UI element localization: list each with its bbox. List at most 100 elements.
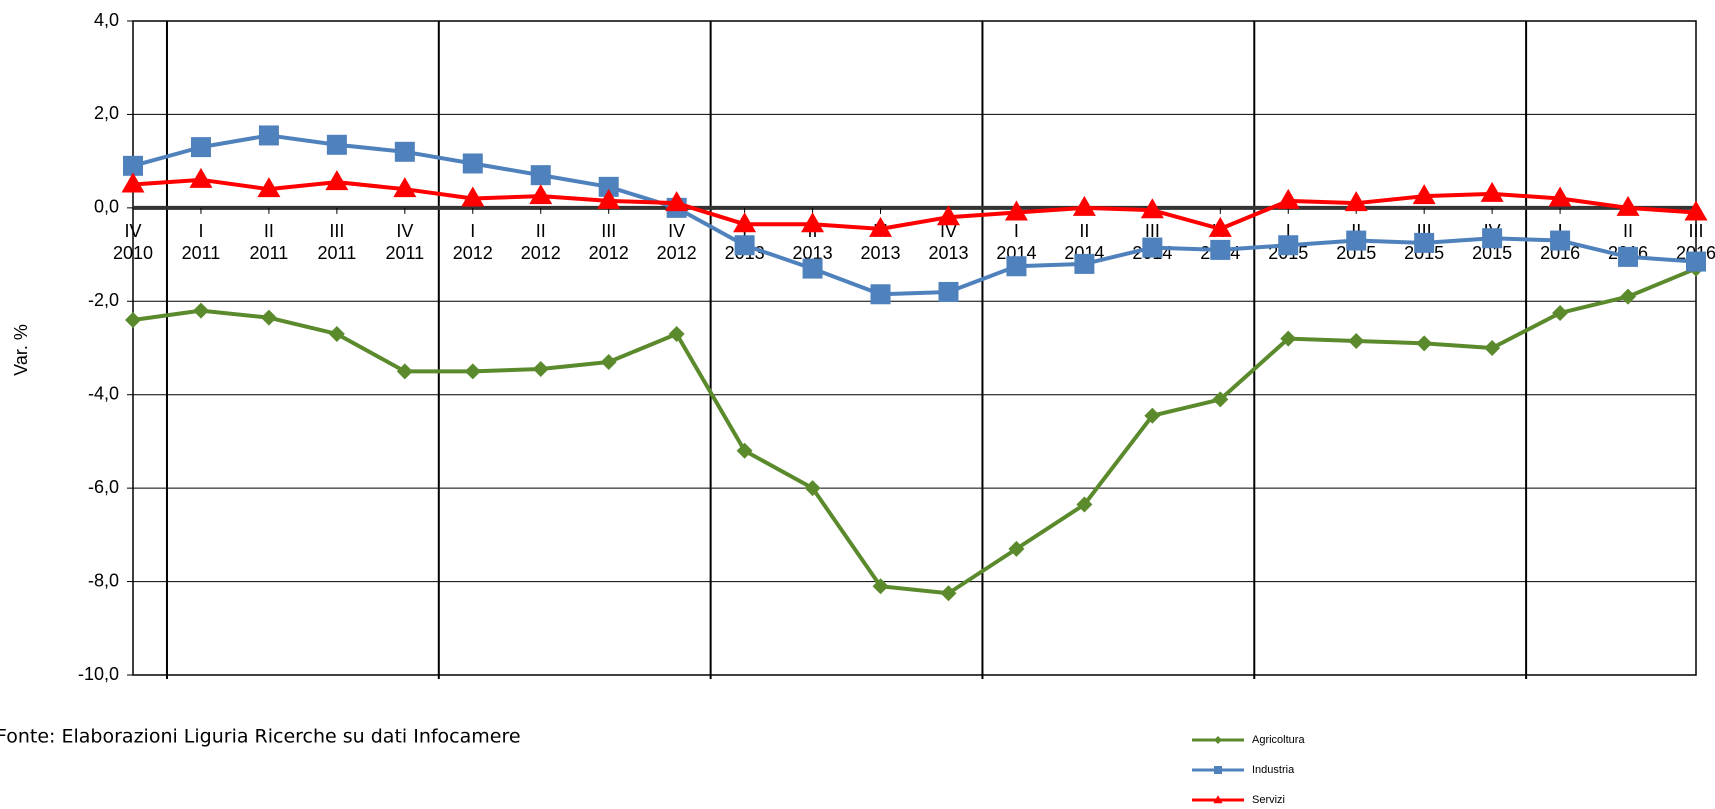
y-tick-label: 0,0 xyxy=(94,197,119,217)
x-tick-label-line: IV xyxy=(396,221,413,241)
marker xyxy=(189,167,213,188)
x-tick-label-line: I xyxy=(1014,221,1019,241)
marker xyxy=(1142,237,1163,258)
x-tick-label: I 2014 xyxy=(996,221,1036,263)
marker xyxy=(1076,496,1093,513)
marker xyxy=(869,216,893,237)
marker xyxy=(801,212,825,233)
marker xyxy=(1346,230,1367,251)
marker xyxy=(1276,188,1300,209)
marker xyxy=(1006,256,1027,277)
marker xyxy=(597,188,621,209)
marker xyxy=(1144,407,1161,424)
x-tick-label-line: II xyxy=(1079,221,1089,241)
marker xyxy=(936,205,960,226)
x-tick-label-line: III xyxy=(329,221,344,241)
marker xyxy=(1344,191,1368,212)
x-tick-label-line: III xyxy=(1145,221,1160,241)
y-tick-label: -4,0 xyxy=(88,383,119,403)
legend-label: Agricoltura xyxy=(1252,734,1305,746)
x-tick-label-line: 2014 xyxy=(1064,243,1104,263)
marker xyxy=(600,354,617,371)
marker xyxy=(1550,230,1571,251)
marker xyxy=(1210,239,1231,260)
marker xyxy=(1548,186,1572,207)
marker xyxy=(733,212,757,233)
marker xyxy=(598,176,619,197)
marker xyxy=(938,281,959,302)
y-tick-label: 2,0 xyxy=(94,103,119,123)
x-tick-label: IV 2010 xyxy=(113,221,153,263)
marker xyxy=(872,578,889,595)
x-tick-label-line: II xyxy=(264,221,274,241)
marker xyxy=(1004,200,1028,221)
marker xyxy=(1213,795,1223,804)
x-tick-label-line: III xyxy=(1688,221,1703,241)
marker xyxy=(1618,246,1639,267)
marker xyxy=(1280,330,1297,347)
x-tick-label-line: 2012 xyxy=(453,243,493,263)
x-tick-label-line: 2011 xyxy=(182,243,221,263)
marker xyxy=(1008,540,1025,557)
x-tick-label: III 2011 xyxy=(318,221,357,263)
y-tick-label: -6,0 xyxy=(88,477,119,497)
x-tick-label-line: IV xyxy=(940,221,957,241)
series-line xyxy=(132,133,1697,297)
marker xyxy=(870,284,891,305)
marker xyxy=(461,186,485,207)
x-tick-label-line: 2011 xyxy=(385,243,424,263)
marker xyxy=(1348,332,1365,349)
x-tick-label: II 2011 xyxy=(250,221,289,263)
marker xyxy=(1214,766,1222,774)
x-tick-label-line: 2013 xyxy=(860,243,900,263)
marker xyxy=(734,235,755,256)
marker xyxy=(121,172,145,193)
x-tick-label-line: I xyxy=(470,221,475,241)
x-tick-label: IV 2013 xyxy=(928,221,968,263)
marker xyxy=(462,153,483,174)
marker xyxy=(328,325,345,342)
marker xyxy=(1482,228,1503,249)
marker xyxy=(1278,235,1299,256)
marker xyxy=(804,480,821,497)
marker xyxy=(1072,195,1096,216)
marker xyxy=(1208,216,1232,237)
x-tick-label: IV 2012 xyxy=(657,221,697,263)
marker xyxy=(1552,304,1569,321)
x-tick-label-line: 2016 xyxy=(1540,243,1580,263)
x-tick-label: II 2014 xyxy=(1064,221,1104,263)
y-tick-label: -10,0 xyxy=(78,664,119,684)
marker xyxy=(260,309,277,326)
marker xyxy=(125,311,141,328)
series-line xyxy=(132,177,1697,231)
x-tick-label-line: I xyxy=(198,221,203,241)
marker xyxy=(257,177,281,198)
x-tick-label: I 2012 xyxy=(453,221,493,263)
marker xyxy=(1416,335,1433,352)
x-tick-label-line: 2010 xyxy=(113,243,153,263)
marker xyxy=(1212,391,1229,408)
marker xyxy=(396,363,413,380)
marker xyxy=(1074,253,1095,274)
legend-label: Industria xyxy=(1252,764,1295,776)
marker xyxy=(190,137,211,158)
x-tick-label-line: I xyxy=(1286,221,1291,241)
legend-label: Servizi xyxy=(1252,794,1285,806)
marker xyxy=(802,258,823,279)
marker xyxy=(1480,181,1504,202)
marker xyxy=(258,125,279,146)
marker xyxy=(1412,184,1436,205)
marker xyxy=(1414,232,1435,253)
x-tick-label-line: II xyxy=(1623,221,1633,241)
marker xyxy=(394,141,415,162)
x-tick-label: II 2012 xyxy=(521,221,561,263)
marker xyxy=(325,170,349,191)
marker xyxy=(123,155,143,176)
x-tick-label-line: IV xyxy=(668,221,685,241)
marker xyxy=(1686,251,1706,272)
x-tick-label-line: 2015 xyxy=(1336,243,1376,263)
x-tick-label-line: 2015 xyxy=(1472,243,1512,263)
marker xyxy=(192,302,209,319)
x-tick-label-line: 2014 xyxy=(996,243,1036,263)
